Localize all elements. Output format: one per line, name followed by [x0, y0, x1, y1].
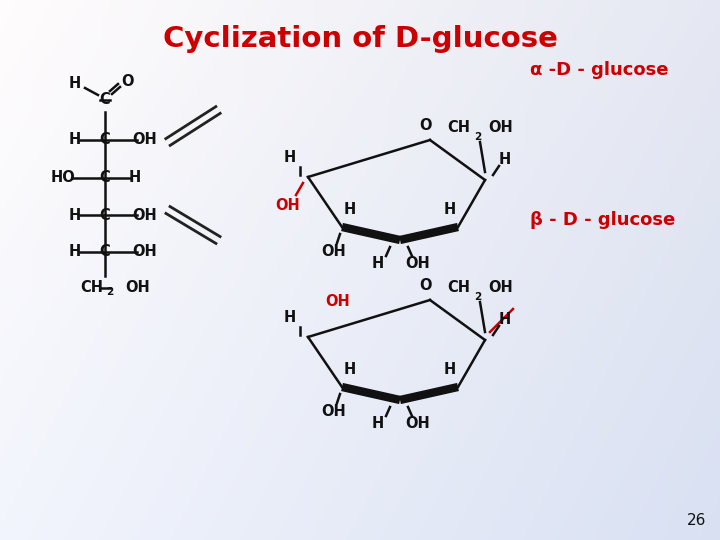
Text: O: O — [121, 75, 133, 90]
Text: OH: OH — [132, 207, 158, 222]
Text: H: H — [284, 150, 296, 165]
Text: C: C — [99, 245, 110, 260]
Text: H: H — [444, 201, 456, 217]
Text: C: C — [99, 207, 110, 222]
Text: OH: OH — [322, 403, 346, 418]
Text: H: H — [372, 256, 384, 272]
Text: H: H — [69, 132, 81, 147]
Text: β - D - glucose: β - D - glucose — [530, 211, 675, 229]
Text: H: H — [69, 245, 81, 260]
Text: H: H — [344, 201, 356, 217]
Text: H: H — [69, 207, 81, 222]
Text: OH: OH — [325, 294, 351, 309]
Text: Cyclization of D-glucose: Cyclization of D-glucose — [163, 25, 557, 53]
Text: H: H — [499, 313, 511, 327]
Text: O: O — [420, 279, 432, 294]
Text: 2: 2 — [107, 287, 114, 297]
Text: H: H — [499, 152, 511, 167]
Text: OH: OH — [488, 120, 513, 136]
Text: OH: OH — [488, 280, 513, 295]
Text: 2: 2 — [474, 292, 482, 302]
Text: OH: OH — [132, 132, 158, 147]
Text: OH: OH — [322, 244, 346, 259]
Text: O: O — [420, 118, 432, 133]
Text: C: C — [99, 171, 110, 186]
Text: OH: OH — [405, 416, 431, 431]
Text: OH: OH — [276, 198, 300, 213]
Text: C: C — [99, 92, 110, 107]
Text: H: H — [372, 416, 384, 431]
Text: OH: OH — [125, 280, 150, 295]
Text: H: H — [444, 361, 456, 376]
Text: OH: OH — [405, 256, 431, 272]
Text: H: H — [129, 171, 141, 186]
Text: C: C — [99, 132, 110, 147]
Text: CH: CH — [80, 280, 103, 295]
Text: H: H — [69, 77, 81, 91]
Text: 26: 26 — [687, 513, 706, 528]
Text: α -D - glucose: α -D - glucose — [530, 61, 668, 79]
Text: CH: CH — [447, 120, 470, 136]
Text: H: H — [344, 361, 356, 376]
Text: 2: 2 — [474, 132, 482, 142]
Text: OH: OH — [132, 245, 158, 260]
Text: HO: HO — [50, 171, 76, 186]
Text: H: H — [284, 309, 296, 325]
Text: CH: CH — [447, 280, 470, 295]
